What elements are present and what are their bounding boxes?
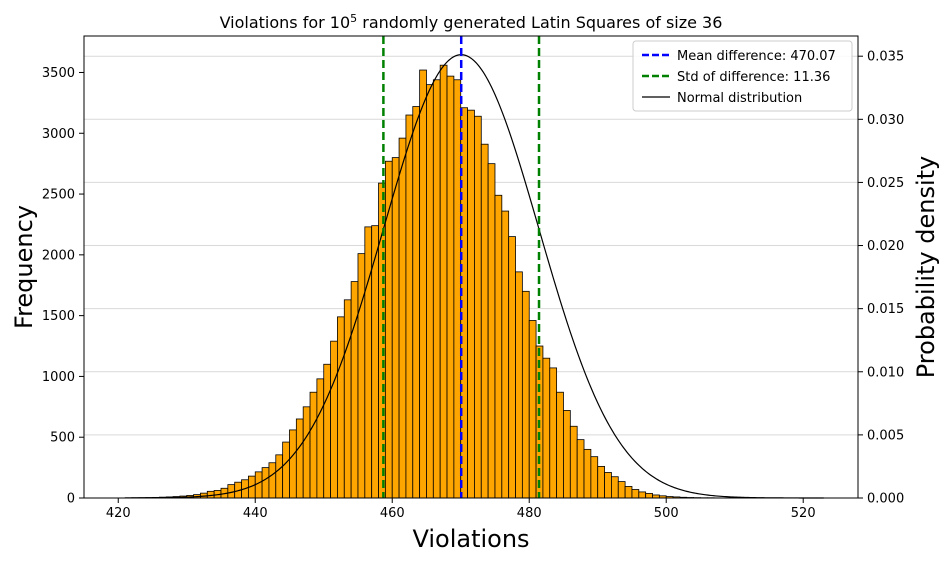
histogram-bar	[639, 492, 646, 498]
histogram-bar	[392, 158, 399, 498]
histogram-bar	[529, 320, 536, 498]
histogram-bar	[310, 392, 317, 498]
histogram-bar	[303, 407, 310, 498]
y2-tick-label: 0.035	[867, 50, 904, 65]
legend: Mean difference: 470.07 Std of differenc…	[633, 41, 852, 111]
histogram-bars	[125, 65, 824, 498]
histogram-bar	[289, 430, 296, 498]
histogram-bar	[522, 291, 529, 498]
histogram-bar	[550, 368, 557, 498]
histogram-bar	[625, 486, 632, 498]
y-tick-label: 1000	[42, 370, 75, 385]
x-tick-label: 500	[654, 506, 679, 521]
histogram-bar	[331, 341, 338, 498]
histogram-bar	[598, 466, 605, 498]
histogram-bar	[474, 116, 481, 498]
histogram-bar	[577, 440, 584, 498]
histogram-bar	[351, 282, 358, 498]
histogram-bar	[591, 457, 598, 498]
histogram-bar	[255, 472, 262, 498]
histogram-bar	[269, 463, 276, 498]
x-tick-label: 460	[380, 506, 405, 521]
histogram-bar	[426, 85, 433, 498]
y2-tick-label: 0.005	[867, 428, 904, 443]
y-axis-label: Frequency	[10, 205, 38, 329]
histogram-bar	[420, 70, 427, 498]
legend-normal-label: Normal distribution	[677, 91, 802, 106]
histogram-bar	[276, 455, 283, 498]
legend-mean-label: Mean difference: 470.07	[677, 49, 836, 64]
histogram-bar	[406, 115, 413, 498]
histogram-bar	[516, 272, 523, 498]
histogram-bar	[433, 80, 440, 498]
x-tick-label: 440	[243, 506, 268, 521]
histogram-bar	[632, 489, 639, 498]
y-tick-label: 3000	[42, 127, 75, 142]
histogram-bar	[605, 472, 612, 498]
y-tick-label: 3500	[42, 66, 75, 81]
y2-tick-label: 0.030	[867, 113, 904, 128]
y2-axis-label: Probability density	[912, 156, 940, 379]
histogram-bar	[646, 493, 653, 498]
chart-title: Violations for 105 randomly generated La…	[220, 12, 723, 32]
histogram-bar	[584, 449, 591, 498]
legend-std-label: Std of difference: 11.36	[677, 70, 830, 85]
y2-tick-label: 0.020	[867, 239, 904, 254]
y-tick-label: 1500	[42, 309, 75, 324]
histogram-bar	[509, 237, 516, 498]
histogram-bar	[399, 138, 406, 498]
histogram-bar	[283, 442, 290, 498]
histogram-bar	[468, 110, 475, 498]
histogram-bar	[358, 254, 365, 498]
y2-tick-label: 0.025	[867, 176, 904, 191]
histogram-bar	[502, 211, 509, 498]
histogram-bar	[481, 144, 488, 498]
y-axis-left: 0 500 1000 1500 2000 2500 3000 3500	[42, 66, 84, 507]
y-tick-label: 2000	[42, 248, 75, 263]
histogram-bar	[618, 482, 625, 498]
histogram-bar	[454, 80, 461, 498]
histogram-bar	[488, 164, 495, 498]
histogram-bar	[611, 477, 618, 498]
x-tick-label: 420	[106, 506, 131, 521]
y-axis-right: 0.000 0.005 0.010 0.015 0.020 0.025 0.030 0.035	[858, 50, 904, 507]
y-tick-label: 0	[67, 492, 75, 507]
histogram-bar	[557, 392, 564, 498]
histogram-bar	[440, 65, 447, 498]
x-axis-label: Violations	[412, 525, 529, 553]
y2-tick-label: 0.010	[867, 365, 904, 380]
histogram-bar	[365, 227, 372, 498]
histogram-bar	[495, 195, 502, 498]
x-axis: 420 440 460 480 500 520	[106, 498, 816, 521]
histogram-bar	[413, 107, 420, 498]
histogram-bar	[570, 426, 577, 498]
histogram-bar	[563, 410, 570, 498]
histogram-bar	[337, 317, 344, 498]
histogram-bar	[262, 468, 269, 498]
x-tick-label: 480	[517, 506, 542, 521]
x-tick-label: 520	[791, 506, 816, 521]
y2-tick-label: 0.015	[867, 302, 904, 317]
histogram-bar	[324, 364, 331, 498]
histogram-bar	[296, 419, 303, 498]
histogram-bar	[317, 379, 324, 498]
histogram-bar	[543, 358, 550, 498]
y-tick-label: 500	[50, 431, 75, 446]
histogram-bar	[447, 76, 454, 498]
y-tick-label: 2500	[42, 188, 75, 203]
histogram-bar	[344, 300, 351, 498]
y2-tick-label: 0.000	[867, 492, 904, 507]
